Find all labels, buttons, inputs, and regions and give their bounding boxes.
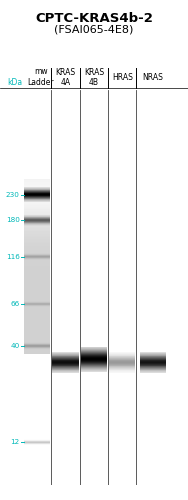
Text: KRAS
4B: KRAS 4B [84, 68, 104, 87]
Text: CPTC-KRAS4b-2: CPTC-KRAS4b-2 [35, 12, 153, 26]
Text: 12: 12 [11, 440, 20, 446]
Text: 230: 230 [6, 192, 20, 198]
Text: mw: mw [34, 67, 48, 76]
Text: 66: 66 [11, 301, 20, 307]
Text: 40: 40 [11, 343, 20, 349]
Text: 116: 116 [6, 254, 20, 260]
Text: 180: 180 [6, 218, 20, 224]
Text: HRAS: HRAS [112, 73, 133, 82]
Text: (FSAI065-4E8): (FSAI065-4E8) [54, 25, 134, 35]
Text: kDa: kDa [8, 78, 23, 87]
Text: Ladder: Ladder [28, 78, 54, 87]
Text: KRAS
4A: KRAS 4A [55, 68, 76, 87]
Text: NRAS: NRAS [142, 73, 163, 82]
